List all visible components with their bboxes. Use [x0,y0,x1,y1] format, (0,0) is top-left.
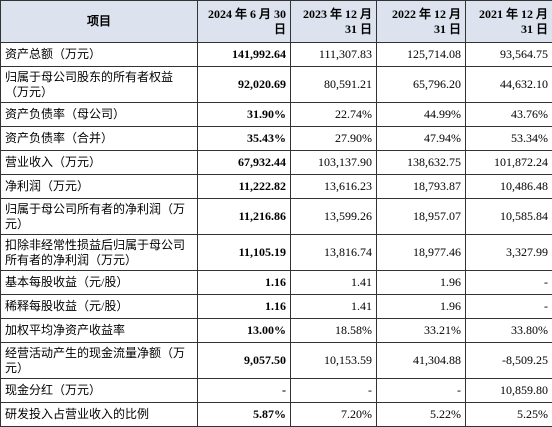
row-label: 营业收入（万元） [1,151,198,175]
value-cell: 93,564.75 [466,43,552,67]
value-cell: 67,932.44 [198,151,291,175]
row-label: 扣除非经常性损益后归属于母公司所有者的净利润（万元） [1,235,198,271]
row-label: 归属于母公司所有者的净利润（万元） [1,199,198,235]
value-cell: - [198,379,291,403]
value-cell: 101,872.24 [466,151,552,175]
value-cell: 65,796.20 [377,67,466,103]
value-cell: 47.94% [377,127,466,151]
value-cell: 41,304.88 [377,343,466,379]
table-row: 资产负债率（合并）35.43%27.90%47.94%53.34% [1,127,552,151]
value-cell: 5.22% [377,403,466,427]
row-label: 净利润（万元） [1,175,198,199]
row-label: 稀释每股收益（元/股） [1,295,198,319]
value-cell: 1.16 [198,271,291,295]
value-cell: 9,057.50 [198,343,291,379]
value-cell: - [466,271,552,295]
value-cell: 10,585.84 [466,199,552,235]
value-cell: 10,486.48 [466,175,552,199]
value-cell: 43.76% [466,103,552,127]
value-cell: 18,957.07 [377,199,466,235]
value-cell: 138,632.75 [377,151,466,175]
row-label: 研发投入占营业收入的比例 [1,403,198,427]
value-cell: 35.43% [198,127,291,151]
row-label: 资产总额（万元） [1,43,198,67]
row-label: 现金分红（万元） [1,379,198,403]
value-cell: 11,105.19 [198,235,291,271]
header-cell: 2023 年 12 月 31 日 [291,1,377,43]
value-cell: 11,216.86 [198,199,291,235]
value-cell: - [291,379,377,403]
value-cell: 1.96 [377,271,466,295]
value-cell: 103,137.90 [291,151,377,175]
value-cell: 11,222.82 [198,175,291,199]
value-cell: 1.16 [198,295,291,319]
value-cell: 141,992.64 [198,43,291,67]
value-cell: 5.87% [198,403,291,427]
value-cell: 13,816.74 [291,235,377,271]
row-label: 加权平均净资产收益率 [1,319,198,343]
value-cell: 44.99% [377,103,466,127]
table-row: 现金分红（万元）---10,859.80 [1,379,552,403]
value-cell: 92,020.69 [198,67,291,103]
value-cell: 111,307.83 [291,43,377,67]
value-cell: - [466,295,552,319]
value-cell: 27.90% [291,127,377,151]
value-cell: 125,714.08 [377,43,466,67]
table-row: 资产负债率（母公司）31.90%22.74%44.99%43.76% [1,103,552,127]
header-cell: 2024 年 6 月 30 日 [198,1,291,43]
value-cell: 18,793.87 [377,175,466,199]
value-cell: 1.41 [291,271,377,295]
value-cell: 5.25% [466,403,552,427]
value-cell: 1.96 [377,295,466,319]
value-cell: 44,632.10 [466,67,552,103]
value-cell: 1.41 [291,295,377,319]
value-cell: 31.90% [198,103,291,127]
value-cell: 22.74% [291,103,377,127]
value-cell: -8,509.25 [466,343,552,379]
value-cell: 13.00% [198,319,291,343]
value-cell: 18.58% [291,319,377,343]
value-cell: 10,859.80 [466,379,552,403]
row-label: 基本每股收益（元/股） [1,271,198,295]
header-cell: 2022 年 12 月 31 日 [377,1,466,43]
row-label: 资产负债率（母公司） [1,103,198,127]
value-cell: 33.80% [466,319,552,343]
value-cell: - [377,379,466,403]
value-cell: 13,599.26 [291,199,377,235]
row-label: 归属于母公司股东的所有者权益（万元） [1,67,198,103]
value-cell: 80,591.21 [291,67,377,103]
row-label: 经营活动产生的现金流量净额（万元） [1,343,198,379]
value-cell: 13,616.23 [291,175,377,199]
value-cell: 33.21% [377,319,466,343]
value-cell: 7.20% [291,403,377,427]
value-cell: 18,977.46 [377,235,466,271]
row-label: 资产负债率（合并） [1,127,198,151]
value-cell: 10,153.59 [291,343,377,379]
value-cell: 3,327.99 [466,235,552,271]
header-cell: 2021 年 12 月 31 日 [466,1,552,43]
header-cell: 项目 [1,1,198,43]
value-cell: 53.34% [466,127,552,151]
